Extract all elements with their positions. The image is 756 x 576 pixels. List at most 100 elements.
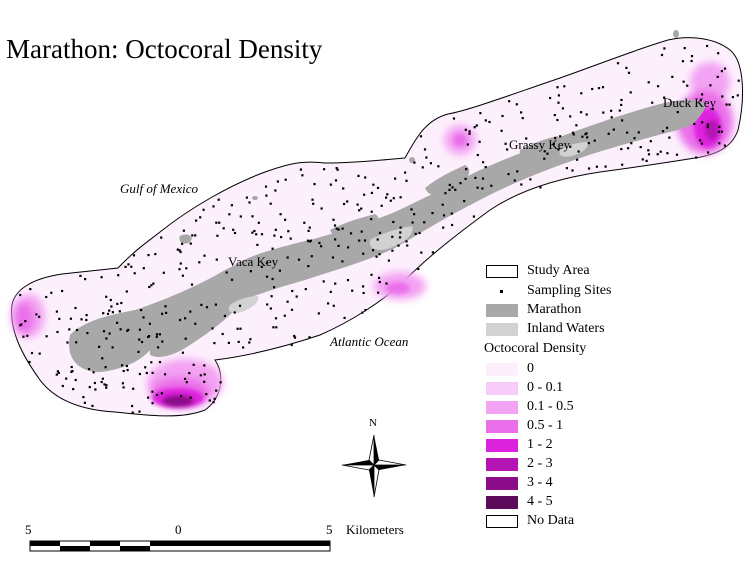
sampling-site: [385, 282, 388, 285]
sampling-site: [151, 371, 154, 374]
sampling-site: [709, 84, 712, 87]
sampling-site: [70, 370, 73, 373]
sampling-site: [181, 242, 184, 245]
sampling-site: [227, 341, 230, 344]
sampling-site: [92, 371, 95, 374]
sampling-site: [228, 213, 231, 216]
sampling-site: [347, 246, 350, 249]
sampling-site: [616, 62, 620, 65]
sampling-site: [575, 124, 578, 127]
sampling-site: [239, 327, 242, 330]
sampling-site: [138, 328, 141, 331]
sampling-site: [711, 107, 714, 111]
sampling-site: [131, 411, 134, 414]
sampling-site: [164, 305, 167, 308]
sampling-site: [620, 103, 623, 106]
sampling-site: [630, 142, 633, 145]
sampling-site: [357, 174, 360, 177]
sampling-site: [68, 328, 71, 331]
sampling-site: [161, 312, 164, 315]
sampling-site: [147, 335, 150, 339]
sampling-site: [45, 335, 48, 338]
scale-label-left: 5: [25, 522, 32, 537]
sampling-site: [387, 259, 390, 262]
sampling-site: [271, 277, 274, 281]
sampling-site: [444, 192, 447, 195]
sampling-site: [378, 231, 382, 234]
sampling-site: [304, 288, 307, 291]
sampling-site: [612, 128, 615, 131]
sampling-site: [283, 314, 286, 317]
sampling-site: [108, 332, 111, 335]
sampling-site: [331, 256, 335, 259]
sampling-site: [271, 247, 274, 250]
sampling-site: [423, 221, 426, 224]
sampling-site: [557, 101, 560, 104]
sampling-site: [56, 330, 59, 334]
sampling-site: [450, 212, 453, 215]
sampling-site: [362, 291, 365, 295]
sampling-site: [105, 337, 108, 340]
sampling-site: [413, 161, 416, 164]
sampling-site: [701, 93, 704, 96]
sampling-site: [336, 168, 339, 171]
sampling-site: [192, 363, 195, 366]
sampling-site: [717, 130, 721, 133]
sampling-site: [289, 237, 292, 240]
sampling-site: [142, 316, 145, 319]
legend-label: 0.1 - 0.5: [527, 399, 574, 414]
sampling-site: [75, 341, 78, 344]
scale-bar: [29, 540, 331, 552]
sampling-site: [437, 165, 440, 168]
sampling-site: [675, 153, 679, 156]
sampling-site: [88, 386, 91, 389]
sampling-site: [690, 59, 693, 63]
sampling-site: [539, 186, 542, 189]
sampling-site: [706, 44, 709, 48]
sampling-site: [162, 271, 165, 274]
sampling-site: [647, 81, 650, 84]
sampling-site: [500, 129, 503, 132]
sampling-site: [399, 231, 402, 234]
sampling-site: [625, 66, 628, 69]
sampling-site: [100, 276, 103, 279]
sampling-site: [132, 387, 135, 390]
sampling-site: [476, 186, 479, 189]
sampling-site: [212, 205, 215, 208]
sampling-site: [219, 381, 222, 384]
sampling-site: [706, 123, 709, 126]
sampling-site: [109, 298, 112, 302]
sampling-site: [84, 278, 87, 281]
sampling-site: [100, 380, 103, 384]
sampling-site: [194, 322, 197, 325]
sampling-site: [341, 260, 344, 263]
sampling-site: [269, 307, 272, 310]
sampling-site: [572, 133, 575, 136]
sampling-site: [237, 340, 240, 343]
sampling-site: [736, 94, 739, 97]
sampling-site: [303, 221, 306, 224]
sampling-site: [556, 118, 559, 122]
sampling-site: [370, 273, 373, 276]
sampling-site: [290, 308, 294, 311]
sampling-site: [419, 135, 423, 138]
sampling-site: [641, 158, 644, 161]
sampling-site: [731, 96, 734, 99]
sampling-site: [728, 103, 731, 106]
legend-label: 0: [527, 361, 534, 376]
sampling-site: [276, 180, 279, 183]
sampling-site: [297, 258, 301, 261]
sampling-site: [546, 152, 549, 155]
sampling-site: [180, 395, 183, 398]
sampling-site: [130, 265, 133, 268]
sampling-site: [137, 350, 140, 353]
sampling-site: [587, 142, 590, 145]
sampling-site: [633, 137, 636, 140]
sampling-site: [683, 47, 686, 50]
sampling-site: [205, 393, 208, 396]
sampling-site: [602, 111, 605, 114]
legend-label: Marathon: [527, 302, 582, 317]
legend-swatch: [486, 495, 518, 509]
sampling-site: [24, 320, 27, 323]
sampling-site: [74, 378, 77, 382]
